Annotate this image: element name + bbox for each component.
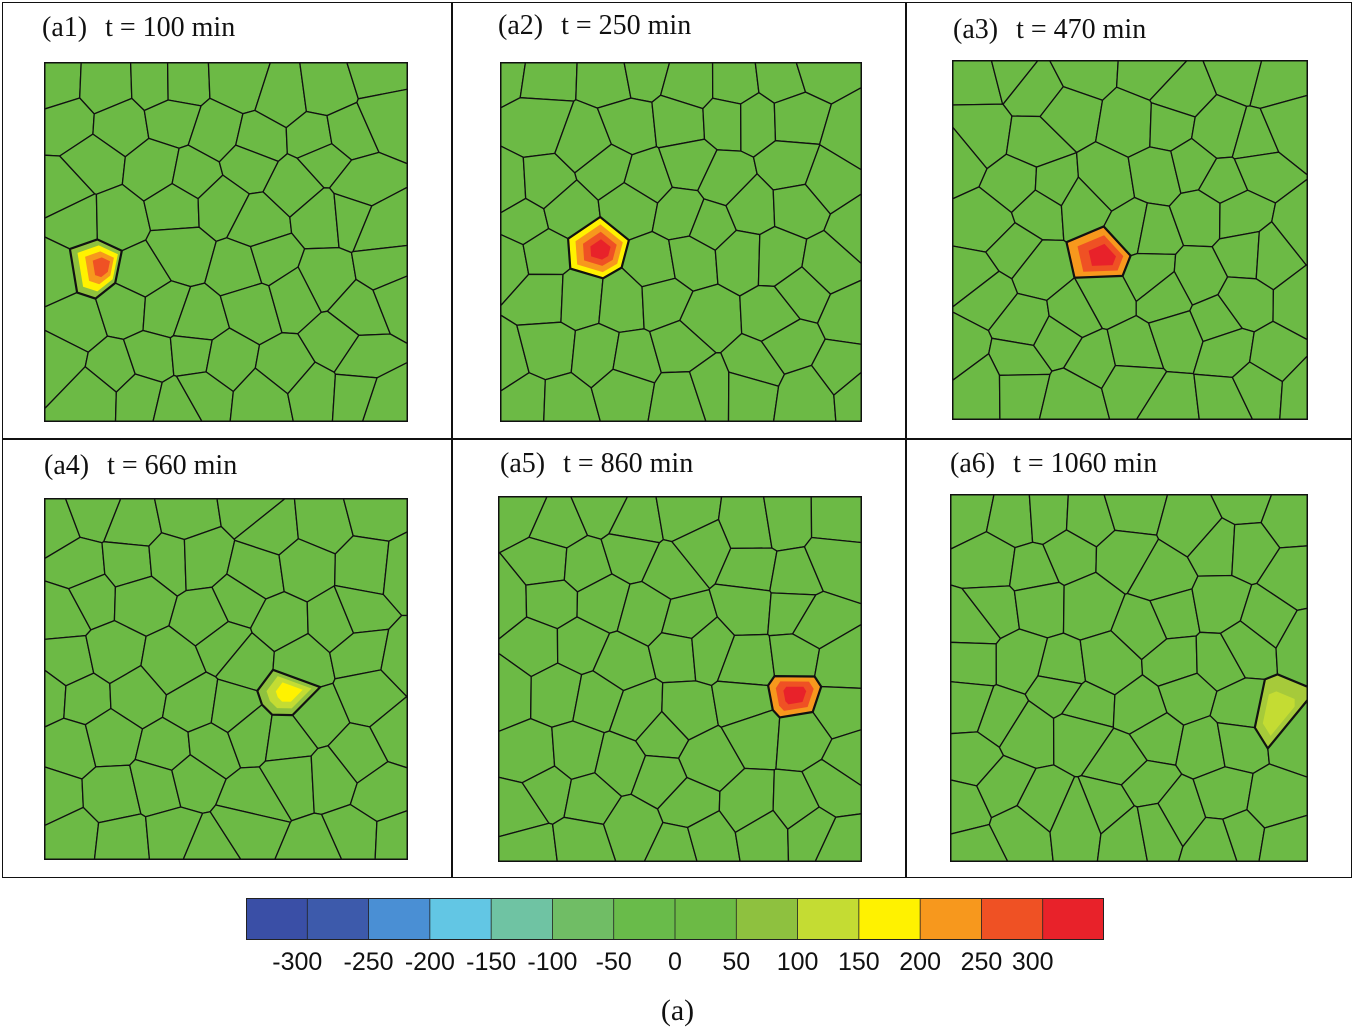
figure-frame [2,2,1352,878]
colorbar-segment [981,898,1044,940]
colorbar-segment [307,898,370,940]
grain-cell [361,361,408,422]
panel-tag: (a5) [500,448,546,479]
mesh-border [500,62,862,422]
panel-tag: (a1) [42,12,88,43]
grain-cell [356,88,408,165]
panel-divider [451,2,453,878]
panel-time: t = 1060 min [1013,448,1158,479]
grain-cell [950,641,997,687]
colorbar-tick-label: -50 [595,948,632,976]
colorbar-segment [429,898,492,940]
hot-grain-contour [1088,243,1116,266]
mesh-border [950,494,1308,862]
mesh-panel-a6 [950,494,1308,862]
grain-cell [1279,354,1308,420]
colorbar-segment [491,898,553,940]
grain-cell [803,536,862,605]
panel-tag: (a4) [44,450,90,481]
panel-divider [905,2,907,878]
colorbar-segment [1042,898,1104,940]
mesh-panel-a3 [952,60,1308,420]
grain-cell [1275,607,1308,688]
grain-cell [519,62,578,102]
grain-cell [810,496,862,544]
panel-time: t = 660 min [107,450,238,481]
hot-grain-contour [92,257,110,278]
colorbar-tick-label: -150 [466,948,517,976]
mesh-panel-a4 [44,498,408,860]
colorbar-tick-label: 250 [960,948,1003,976]
grain-cell [166,62,211,107]
panel-label-a3: (a3) t = 470 min [953,14,1146,46]
grain-cell [602,793,664,862]
mesh-border [498,496,862,862]
colorbar-tick-label: -250 [343,948,394,976]
colorbar-tick-label: 100 [776,948,819,976]
panel-label-a2: (a2) t = 250 min [498,10,691,42]
grain-cell [814,813,862,862]
grain-cell [762,496,813,552]
colorbar-tick-label: -100 [527,948,578,976]
panel-divider [2,438,1352,440]
mesh-border [44,62,408,422]
hot-grain-contour [1262,691,1295,736]
panel-tag: (a3) [953,14,999,45]
mesh-border [44,498,408,860]
colorbar-tick-label: 150 [837,948,880,976]
hot-grain-contour [783,686,807,705]
colorbar-tick-label: 0 [668,948,682,976]
colorbar-segment [797,898,860,940]
mesh-panel-a5 [498,496,862,862]
colorbar-segment [736,898,799,940]
panel-time: t = 100 min [105,12,236,43]
panel-label-a4: (a4) t = 660 min [44,450,237,482]
panel-label-a1: (a1) t = 100 min [42,12,235,44]
panel-tag: (a6) [950,448,996,479]
colorbar-tick-label: -300 [272,948,323,976]
hot-grain-contour [275,682,303,702]
grain-cell [647,631,697,684]
colorbar-tick-label: -200 [404,948,455,976]
colorbar-segment [920,898,982,940]
mesh-panel-a2 [500,62,862,422]
panel-time: t = 470 min [1016,14,1147,45]
panel-tag: (a2) [498,10,544,41]
colorbar-segment [552,898,615,940]
panel-label-a6: (a6) t = 1060 min [950,448,1157,480]
colorbar-frame [246,898,1104,940]
colorbar-tick-label: 300 [1011,948,1054,976]
panel-time: t = 860 min [563,448,694,479]
colorbar-segment [246,898,308,940]
grain-cell [833,370,862,422]
mesh-panel-a1 [44,62,408,422]
panel-label-a5: (a5) t = 860 min [500,448,693,480]
figure-caption: (a) [660,994,695,1027]
grain-cell [346,62,408,100]
grain-cell [342,498,408,542]
mesh-border [952,60,1308,420]
colorbar-segment [675,898,737,940]
colorbar-segment [858,898,921,940]
hot-grain-contour [590,239,611,260]
colorbar-segment [368,898,431,940]
grain-cell [1258,814,1308,862]
colorbar-tick-label: 50 [722,948,751,976]
panel-time: t = 250 min [561,10,692,41]
grain-cell [374,809,408,860]
grain-cell [560,267,604,332]
colorbar-tick-label: 200 [899,948,941,976]
colorbar-segment [613,898,676,940]
colorbar [246,898,1104,940]
